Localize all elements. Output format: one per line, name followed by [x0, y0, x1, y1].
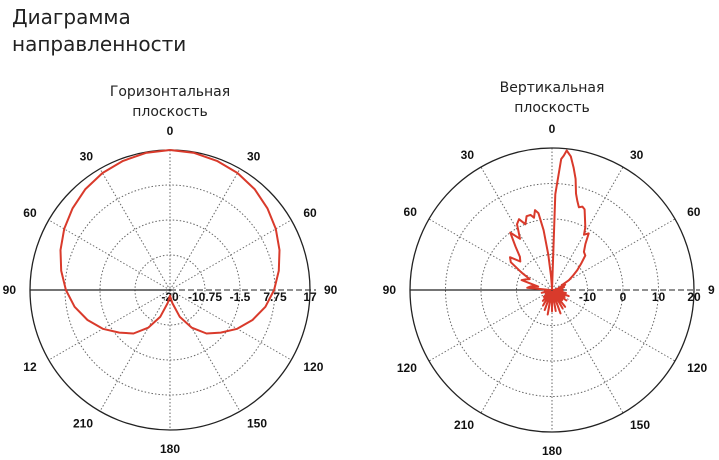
angle-label: 150: [630, 418, 650, 432]
horizontal-chart-title: Горизонтальная плоскость: [100, 82, 240, 122]
grid-spoke: [48, 219, 171, 291]
vertical-chart-title-line2: плоскость: [514, 100, 590, 116]
angle-label: 180: [542, 444, 562, 458]
grid-spoke: [480, 166, 553, 291]
angle-label: 30: [247, 150, 261, 164]
angle-label: 9: [708, 283, 715, 297]
angle-label: 60: [404, 205, 418, 219]
angle-label: 0: [167, 124, 174, 138]
radial-tick-label: 17: [303, 290, 317, 304]
grid-spoke: [48, 289, 171, 361]
radial-tick-label: 20: [687, 290, 701, 304]
grid-circle: [516, 254, 588, 326]
radial-tick-label: 0: [620, 290, 627, 304]
grid-circle: [480, 218, 624, 362]
angle-label: 90: [383, 283, 397, 297]
page-title-line2: направленности: [12, 32, 187, 56]
page-title-line1: Диаграмма: [12, 5, 131, 29]
radial-tick-label: 10: [652, 290, 666, 304]
angle-label: 60: [23, 206, 37, 220]
angle-label: 90: [324, 283, 338, 297]
grid-spoke: [551, 289, 676, 362]
angle-label: 120: [303, 360, 323, 374]
grid-spoke: [99, 289, 171, 412]
horizontal-polar-chart: -20 -10.75 -1.5 7.75 17030609012015018021012…: [3, 124, 338, 456]
grid-spoke: [169, 219, 292, 291]
angle-label: 150: [247, 416, 267, 430]
radial-tick-label: -10.75: [188, 290, 222, 304]
grid-spoke: [551, 218, 676, 291]
angle-label: 210: [454, 418, 474, 432]
vertical-chart-title: Вертикальная плоскость: [482, 78, 622, 118]
grid-spoke: [428, 289, 553, 362]
grid-spoke: [169, 168, 241, 291]
pattern-line: [509, 149, 590, 316]
grid-spoke: [169, 289, 241, 412]
vertical-chart-title-line1: Вертикальная: [499, 80, 605, 96]
angle-label: 90: [3, 283, 17, 297]
outer-circle: [409, 147, 695, 433]
angle-label: 0: [549, 122, 556, 136]
angle-label: 60: [687, 205, 701, 219]
grid-spoke: [551, 289, 624, 414]
angle-label: 210: [73, 416, 93, 430]
angle-label: 30: [630, 148, 644, 162]
grid-spoke: [428, 218, 553, 291]
angle-label: 120: [397, 361, 417, 375]
grid-spoke: [169, 289, 292, 361]
grid-spoke: [480, 289, 553, 414]
radial-tick-label: -10: [579, 290, 597, 304]
angle-label: 30: [461, 148, 475, 162]
horizontal-chart-title-line2: плоскость: [132, 104, 208, 120]
angle-label: 30: [80, 150, 94, 164]
angle-label: 12: [23, 360, 37, 374]
angle-label: 120: [687, 361, 707, 375]
radial-tick-label: -1.5: [230, 290, 251, 304]
horizontal-chart-title-line1: Горизонтальная: [109, 84, 231, 100]
pattern-line: [59, 149, 281, 335]
angle-label: 60: [303, 206, 317, 220]
angle-label: 180: [160, 442, 180, 456]
grid-spoke: [551, 166, 624, 291]
page-title: Диаграмма направленности: [12, 4, 186, 58]
grid-spoke: [99, 168, 171, 291]
